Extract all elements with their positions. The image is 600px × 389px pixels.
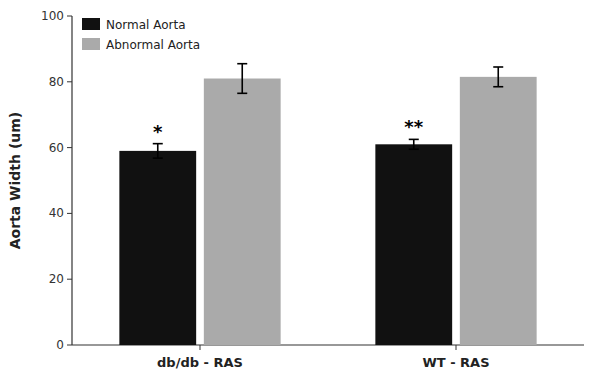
error-bar [493,67,503,87]
error-stem [497,67,499,87]
annotation: ** [404,116,423,137]
y-tick-label: 20 [49,272,64,286]
error-cap [493,66,503,68]
y-axis-label: Aorta Width (um) [7,112,23,250]
x-tick-label: WT - RAS [422,355,489,370]
y-tick [67,345,72,346]
bar [375,144,452,345]
legend: Normal Aorta Abnormal Aorta [82,18,200,52]
y-tick [67,279,72,280]
error-cap [493,86,503,88]
bar [204,79,281,345]
annotation: * [153,121,163,142]
y-tick [67,81,72,82]
legend-swatch [82,18,100,30]
error-cap [237,63,247,65]
error-stem [413,139,415,149]
error-stem [241,64,243,94]
legend-label: Abnormal Aorta [106,38,200,52]
x-tick [200,345,201,350]
y-tick-label: 100 [41,9,64,23]
y-axis-line [71,16,72,345]
y-tick-label: 0 [56,338,64,352]
error-cap [409,139,419,141]
y-tick [67,213,72,214]
y-axis: 0 20 40 60 80 100 [41,9,584,352]
error-bar [153,144,163,158]
error-cap [153,157,163,159]
plot-area [119,64,536,345]
x-tick-label: db/db - RAS [157,355,243,370]
y-tick-label: 60 [49,141,64,155]
y-tick [67,147,72,148]
error-bar [237,64,247,94]
bar [460,77,537,345]
error-cap [153,143,163,145]
chart: 0 20 40 60 80 100 Aorta Width (um) db/db - RAS W… [0,0,600,389]
y-tick [67,16,72,17]
error-bar [409,139,419,149]
y-tick-label: 80 [49,75,64,89]
bar [119,151,196,345]
error-cap [237,93,247,95]
y-tick-label: 40 [49,206,64,220]
error-cap [409,148,419,150]
legend-label: Normal Aorta [106,18,186,32]
x-tick [456,345,457,350]
legend-swatch [82,38,100,50]
error-stem [157,144,159,158]
